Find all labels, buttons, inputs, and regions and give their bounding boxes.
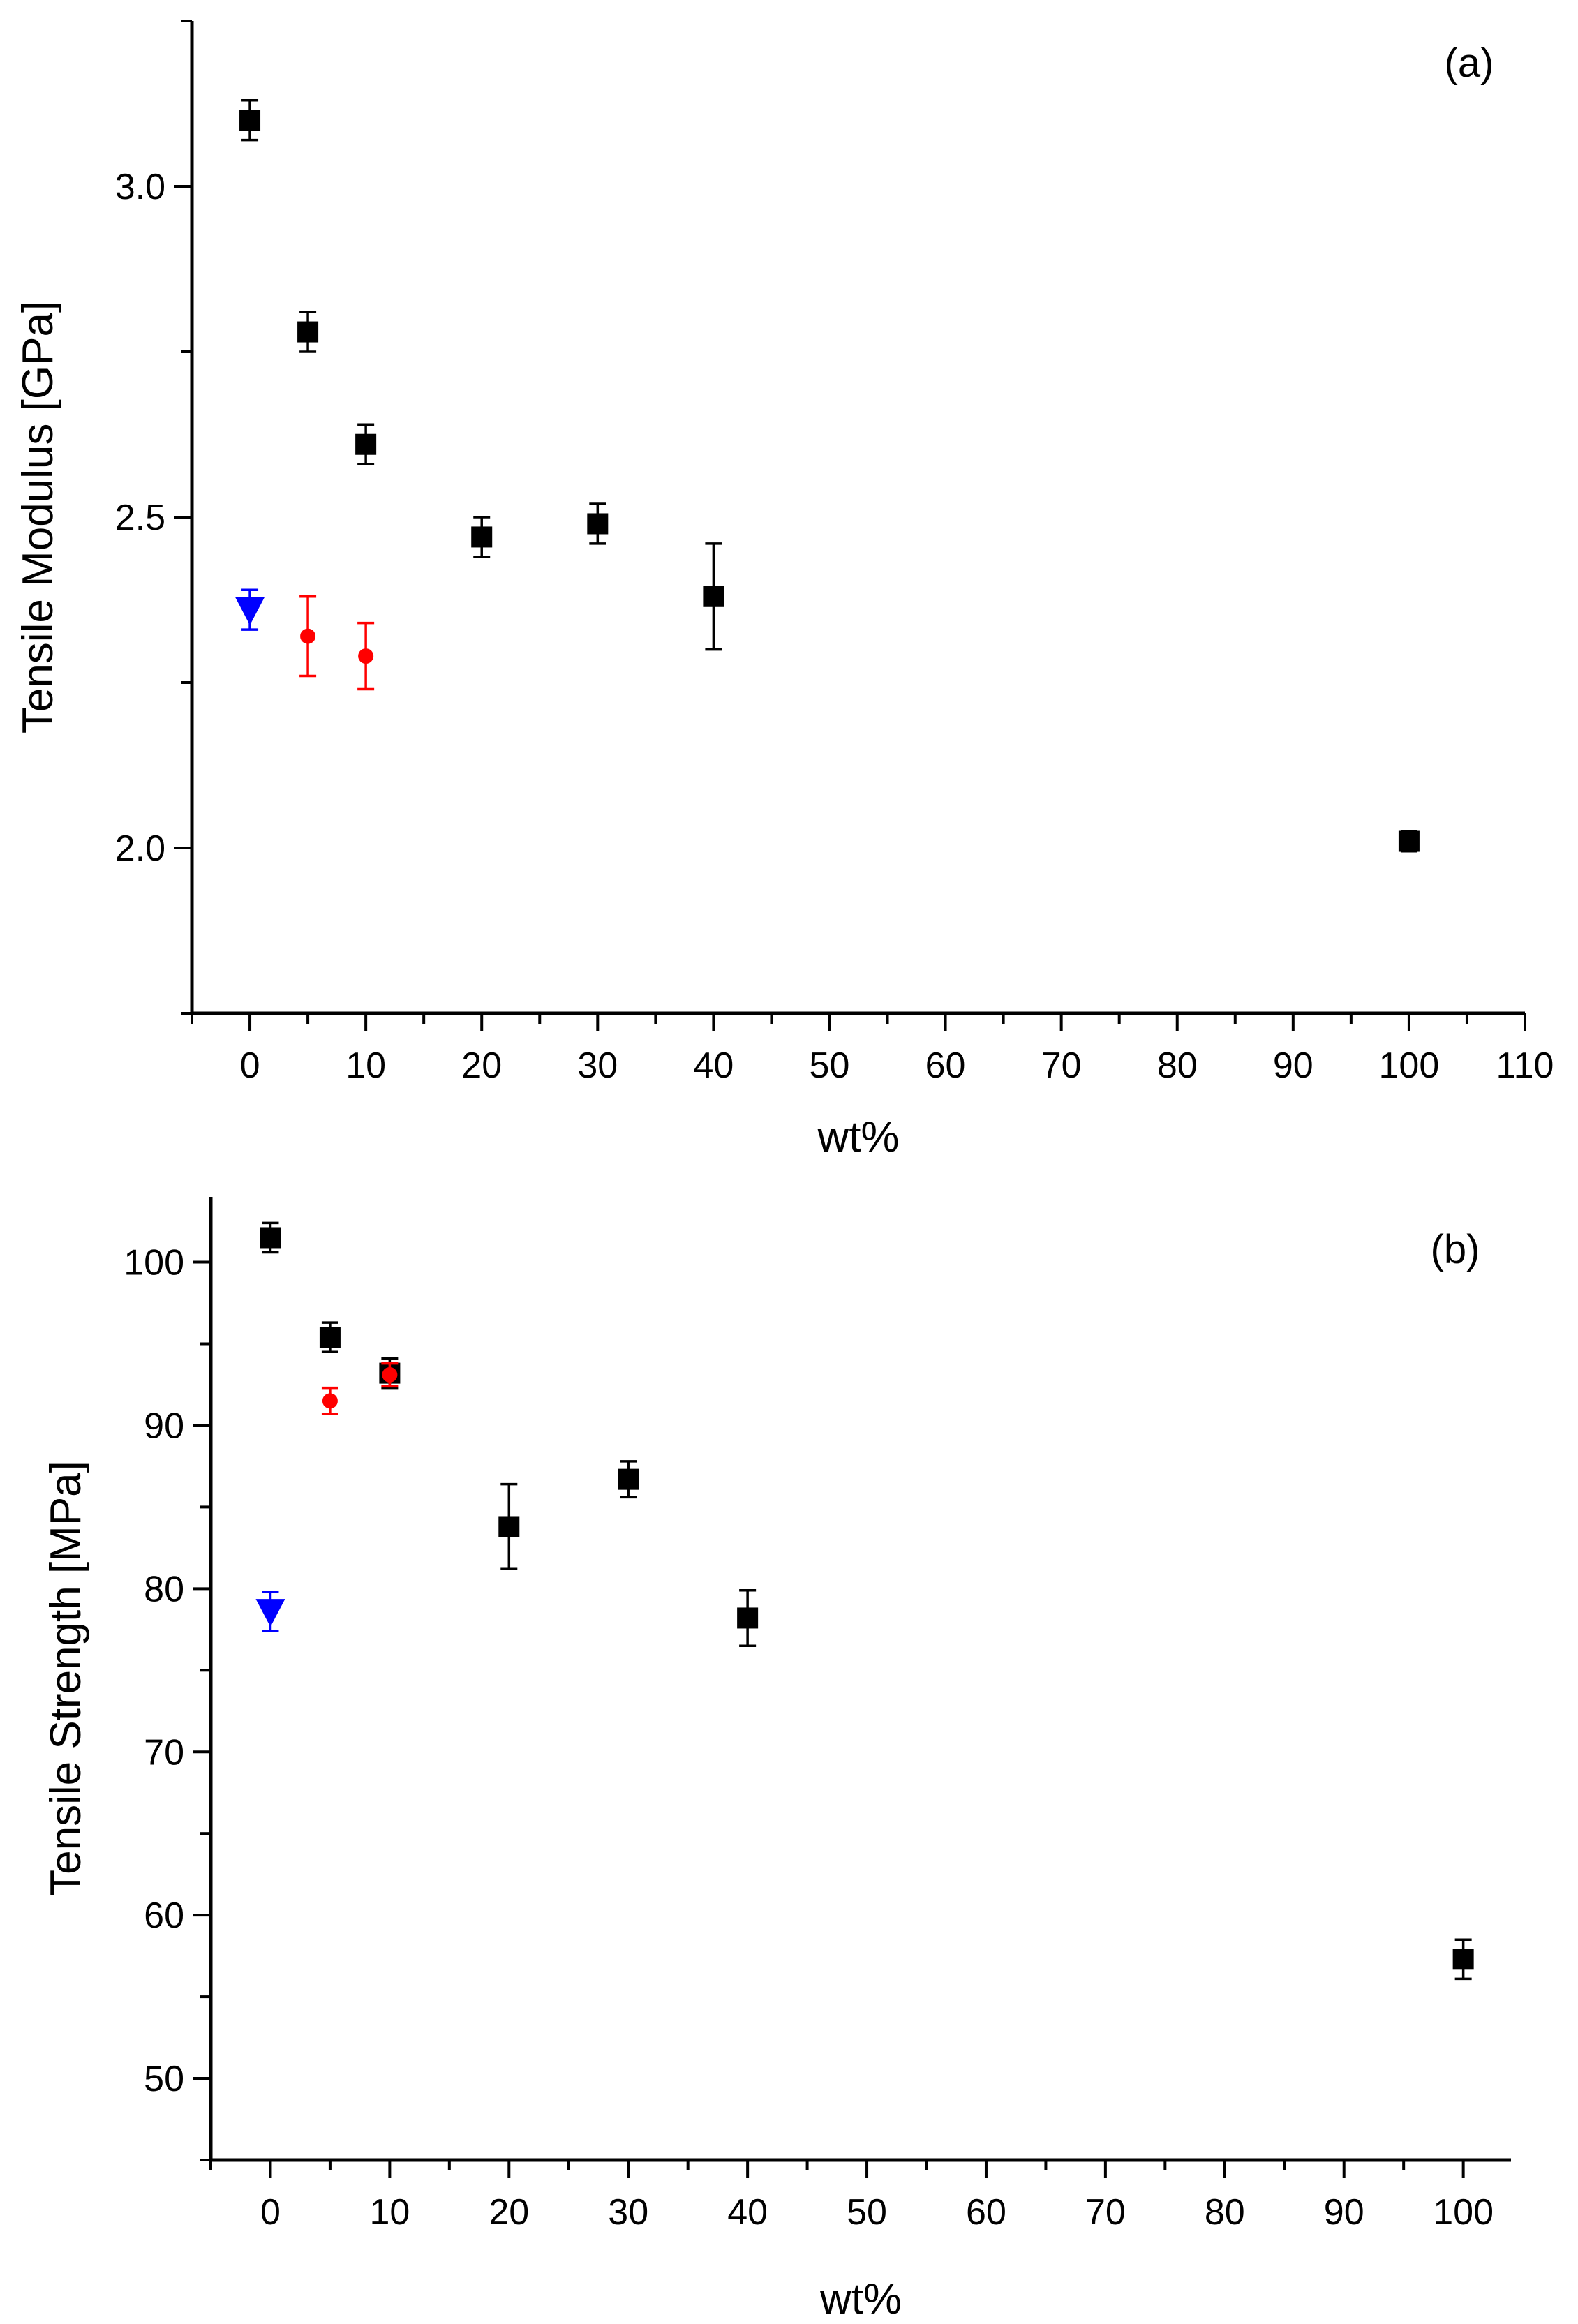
- x-tick-label: 30: [608, 2192, 648, 2233]
- data-point-circle: [382, 1366, 398, 1383]
- data-point-square: [260, 1227, 281, 1249]
- data-point-square: [1398, 830, 1420, 852]
- chart-panel-a: 0 10 20 30 40 50 60 70 80 90 100 110 2.0 2.5 3.0 wt% Ten…: [14, 20, 1554, 1161]
- data-point-square: [703, 586, 724, 607]
- y-tick-label: 60: [144, 1895, 184, 1936]
- panel-label: (a): [1445, 40, 1494, 86]
- series-black-squares: [239, 99, 1420, 853]
- y-tick-label: 2.5: [115, 498, 165, 538]
- data-point-square: [1452, 1949, 1474, 1970]
- data-point-triangle: [255, 1599, 285, 1627]
- x-tick-label: 80: [1157, 1045, 1198, 1086]
- x-tick-label: 0: [260, 2192, 281, 2233]
- series-blue-triangles: [255, 1591, 285, 1632]
- x-tick-label: 40: [727, 2192, 768, 2233]
- x-tick-label: 90: [1324, 2192, 1364, 2233]
- y-tick-label: 90: [144, 1406, 184, 1446]
- x-tick-label: 20: [489, 2192, 529, 2233]
- data-point-square: [737, 1607, 759, 1629]
- x-tick-label: 40: [693, 1045, 734, 1086]
- data-point-circle: [322, 1393, 338, 1409]
- x-tick-label: 90: [1273, 1045, 1313, 1086]
- data-point-square: [471, 526, 493, 548]
- chart-panel-b: 0 10 20 30 40 50 60 70 80 90 100 50 60 70 80 90 100 wt% Te…: [42, 1197, 1511, 2323]
- data-point-circle: [358, 648, 374, 664]
- data-point-square: [319, 1327, 341, 1348]
- data-point-square: [239, 110, 261, 131]
- x-tick-label: 50: [847, 2192, 887, 2233]
- series-black-squares: [260, 1221, 1474, 1981]
- series-blue-triangles: [235, 588, 265, 631]
- y-tick-label: 100: [124, 1243, 184, 1283]
- x-tick-label: 60: [925, 1045, 966, 1086]
- x-axis-label: wt%: [819, 2275, 902, 2323]
- data-point-square: [297, 321, 319, 343]
- x-tick-label: 100: [1433, 2192, 1494, 2233]
- y-tick-label: 2.0: [115, 828, 165, 869]
- series-red-circles: [299, 595, 375, 691]
- x-tick-label: 100: [1379, 1045, 1440, 1086]
- x-tick-label: 20: [461, 1045, 502, 1086]
- series-red-circles: [321, 1362, 399, 1415]
- data-point-circle: [300, 628, 316, 644]
- data-point-square: [498, 1516, 520, 1537]
- x-tick-label: 80: [1205, 2192, 1245, 2233]
- data-point-square: [587, 513, 609, 535]
- data-point-square: [355, 433, 377, 455]
- x-tick-label: 50: [810, 1045, 850, 1086]
- y-axis-label: Tensile Modulus [GPa]: [14, 301, 62, 733]
- y-tick-label: 80: [144, 1569, 184, 1609]
- y-axis-label: Tensile Strength [MPa]: [42, 1461, 90, 1896]
- x-tick-label: 70: [1085, 2192, 1126, 2233]
- data-point-triangle: [235, 597, 265, 625]
- x-tick-label: 10: [345, 1045, 386, 1086]
- x-tick-label: 110: [1496, 1045, 1554, 1086]
- data-point-square: [618, 1468, 639, 1490]
- y-tick-label: 70: [144, 1732, 184, 1773]
- y-tick-label: 3.0: [115, 167, 165, 207]
- x-tick-label: 0: [240, 1045, 260, 1086]
- x-tick-label: 10: [369, 2192, 410, 2233]
- x-axis-label: wt%: [817, 1113, 899, 1161]
- x-tick-label: 70: [1041, 1045, 1082, 1086]
- x-tick-label: 60: [966, 2192, 1006, 2233]
- y-tick-label: 50: [144, 2059, 184, 2099]
- panel-label: (b): [1431, 1227, 1480, 1272]
- x-tick-label: 30: [577, 1045, 618, 1086]
